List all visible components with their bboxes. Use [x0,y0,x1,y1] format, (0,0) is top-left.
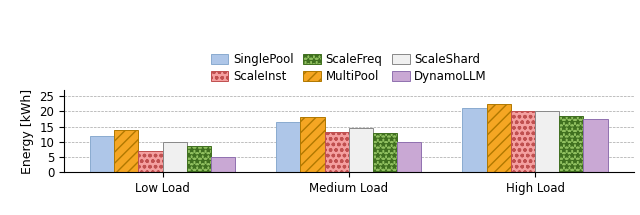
Bar [324,132,349,172]
Bar [584,119,608,172]
Bar [559,116,584,172]
Bar [486,104,511,172]
Bar [90,136,114,172]
Bar [373,133,397,172]
Bar [163,142,187,172]
Bar [535,112,559,172]
Y-axis label: Energy [kWh]: Energy [kWh] [21,89,34,174]
Bar [349,128,373,172]
Bar [138,151,163,172]
Bar [397,142,422,172]
Bar [187,146,211,172]
Bar [300,117,324,172]
Bar [114,130,138,172]
Bar [511,112,535,172]
Legend: SinglePool, ScaleInst, ScaleFreq, MultiPool, ScaleShard, DynamoLLM: SinglePool, ScaleInst, ScaleFreq, MultiP… [211,53,487,83]
Bar [211,157,235,172]
Bar [463,108,486,172]
Bar [276,122,300,172]
